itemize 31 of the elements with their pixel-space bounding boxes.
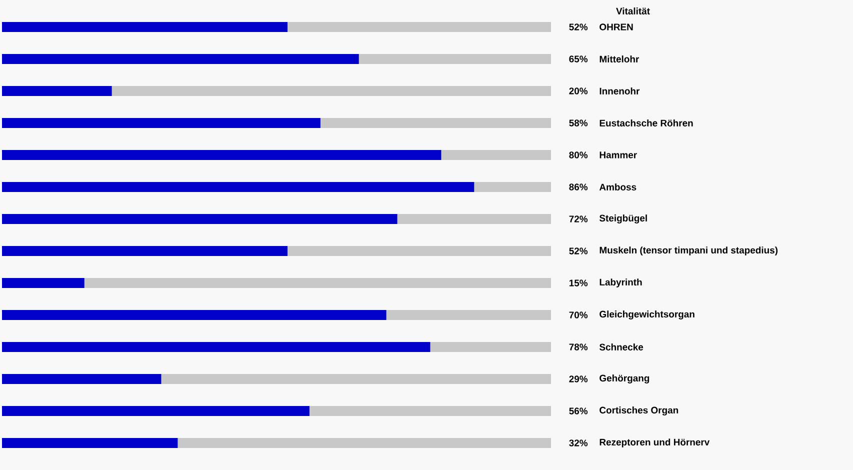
y-tick-label: OHREN [600, 24, 633, 30]
data-label: 65% [569, 56, 588, 62]
y-tick-label: Mittelohr [600, 56, 640, 62]
bar [2, 278, 84, 288]
data-label: 78% [569, 344, 588, 350]
data-label: 32% [569, 440, 588, 446]
data-label: 52% [569, 24, 588, 30]
data-label: 56% [569, 408, 588, 414]
y-tick-label: Muskeln (tensor timpani und stapedius) [600, 246, 778, 256]
text: Vitalität [616, 8, 650, 14]
y-tick-label: Gleichgewichtsorgan [600, 310, 694, 320]
y-tick-label: Amboss [599, 184, 636, 190]
y-tick-label: Eustachsche Röhren [600, 120, 693, 126]
data-label: 72% [569, 216, 588, 222]
y-tick-label: Innenohr [600, 88, 640, 94]
y-tick-label: Schnecke [599, 344, 644, 350]
data-label: 86% [569, 184, 588, 190]
data-label: 15% [569, 280, 588, 286]
y-tick-label: Cortisches Organ [600, 406, 678, 416]
y-tick-label: Steigbügel [599, 214, 647, 224]
data-label: 29% [569, 376, 588, 382]
y-tick-label: Hammer [600, 152, 637, 158]
data-label: 20% [569, 88, 588, 94]
data-label: 70% [569, 312, 588, 318]
data-label: 58% [569, 120, 588, 126]
data-label: 52% [569, 248, 588, 254]
y-tick-label: Gehörgang [600, 374, 650, 384]
data-label: 80% [569, 152, 588, 158]
bar [2, 86, 112, 96]
y-tick-label: Rezeptoren und Hörnerv [600, 438, 710, 448]
y-tick-label: Labyrinth [600, 278, 642, 288]
